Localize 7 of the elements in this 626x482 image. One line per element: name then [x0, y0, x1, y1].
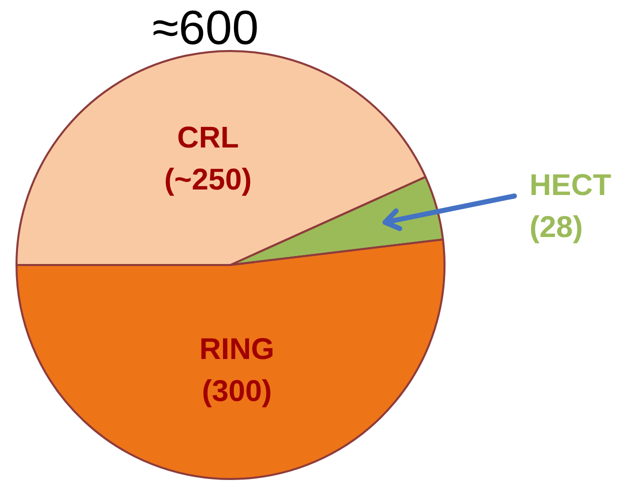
chart-title: ≈600: [152, 2, 259, 55]
data-label: (28): [530, 210, 583, 244]
slice-label: HECT: [530, 168, 612, 202]
data-label: (~250): [164, 164, 252, 197]
data-label: (300): [202, 375, 272, 408]
slice-label: RING: [199, 333, 274, 366]
slice-label: CRL: [177, 122, 239, 155]
